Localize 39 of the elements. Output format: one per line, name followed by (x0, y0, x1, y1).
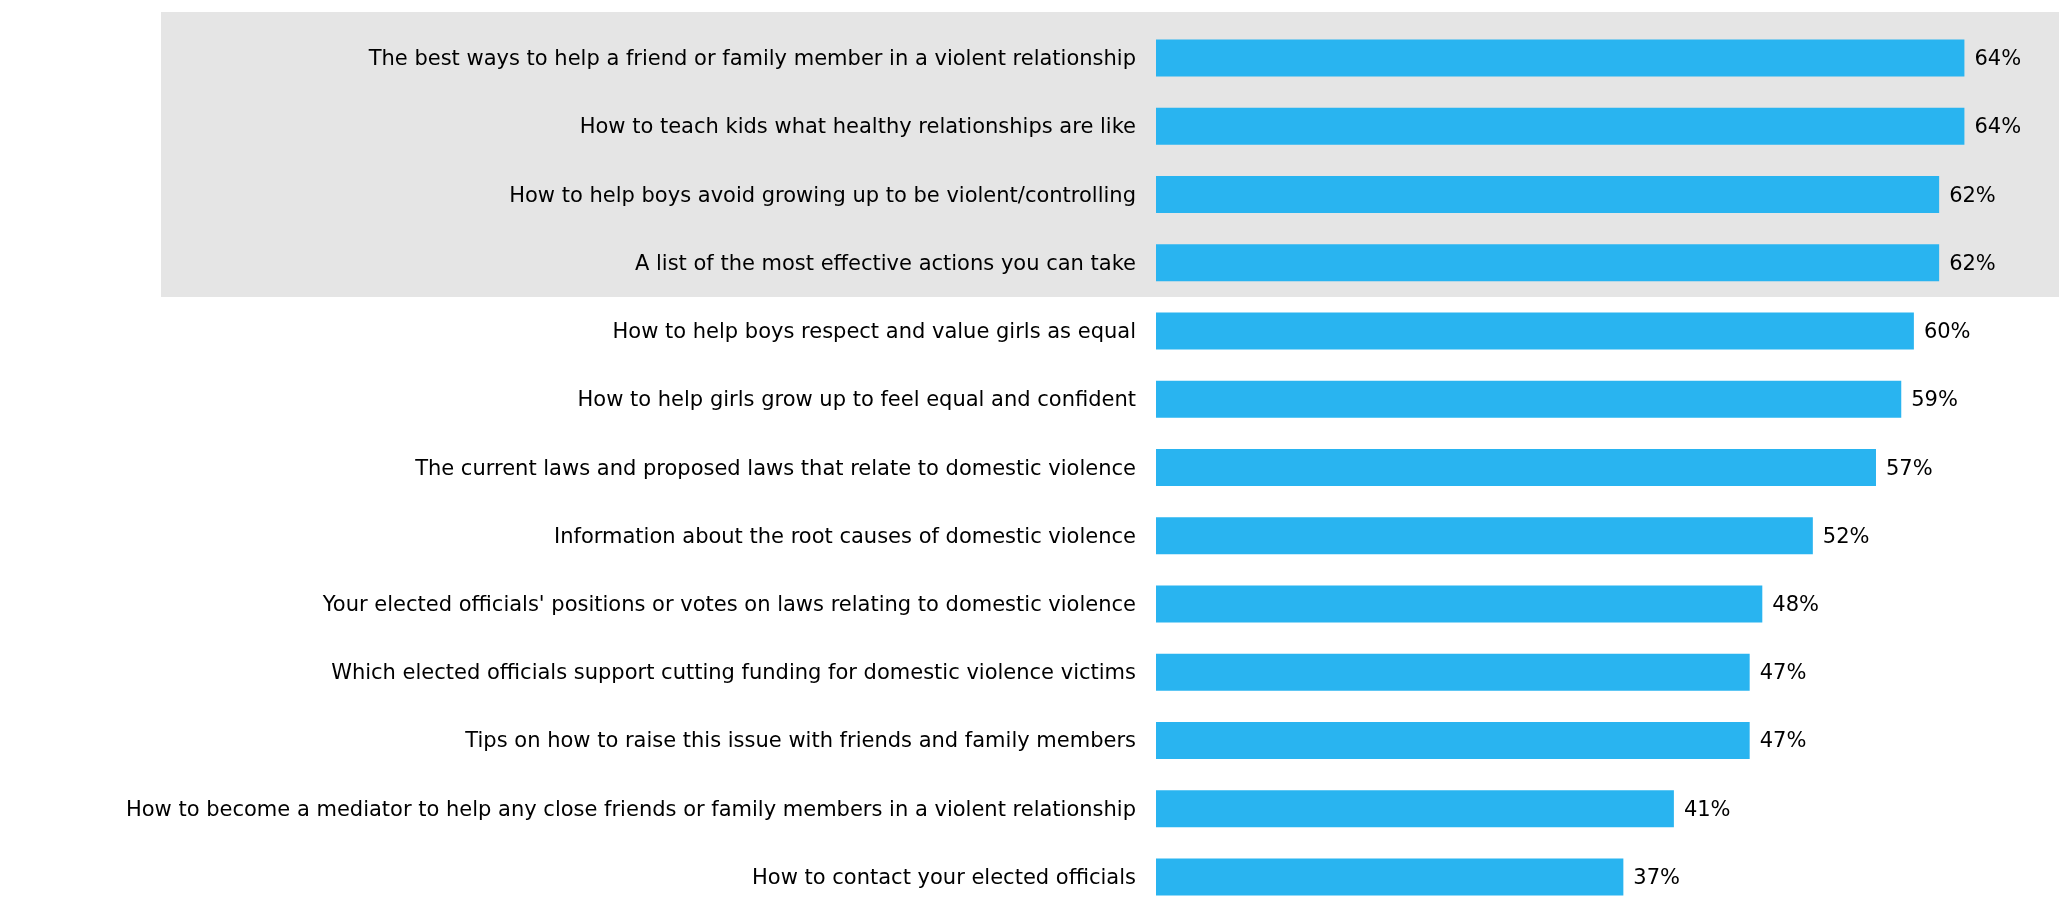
data-label: 62% (1949, 250, 1996, 275)
bar (1156, 653, 1750, 691)
y-tick-label: How to teach kids what healthy relationships are like (579, 114, 1136, 139)
y-tick-label: How to help girls grow up to feel equal and confident (577, 387, 1136, 412)
data-label: 47% (1759, 728, 1807, 753)
bar (1156, 107, 1965, 145)
y-tick-label: Tips on how to raise this issue with friends and family members (464, 728, 1136, 753)
bar (1156, 380, 1902, 418)
data-label: 41% (1683, 796, 1731, 821)
data-label: 37% (1633, 864, 1681, 889)
bar (1156, 585, 1763, 623)
bar (1156, 517, 1813, 555)
bar (1156, 790, 1674, 828)
bar (1156, 312, 1914, 350)
y-tick-label: Your elected officials' positions or votes on laws relating to domestic violence (321, 591, 1136, 616)
data-label: 64% (1974, 114, 2022, 139)
bar (1156, 721, 1750, 759)
y-tick-label: How to contact your elected officials (752, 864, 1136, 889)
bar (1156, 449, 1876, 486)
y-tick-label: Which elected officials support cutting funding for domestic violence victims (331, 660, 1136, 685)
bar (1156, 244, 1940, 282)
bar (1156, 176, 1940, 214)
data-label: 64% (1974, 46, 2022, 71)
y-tick-label: A list of the most effective actions you can take (634, 250, 1136, 275)
y-tick-label: The current laws and proposed laws that relate to domestic violence (414, 455, 1136, 480)
data-label: 62% (1949, 182, 1996, 207)
data-label: 52% (1822, 523, 1870, 548)
y-tick-label: The best ways to help a friend or family member in a violent relationship (367, 46, 1136, 71)
data-label: 47% (1759, 660, 1807, 685)
bar (1156, 858, 1624, 896)
y-tick-label: How to become a mediator to help any close friends or family members in a violent relationship (125, 796, 1136, 821)
data-label: 57% (1885, 455, 1933, 480)
y-tick-label: How to help boys respect and value girls as equal (612, 319, 1136, 344)
y-tick-label: Information about the root causes of domestic violence (554, 523, 1136, 548)
bar (1156, 39, 1965, 77)
data-label: 59% (1911, 387, 1958, 412)
data-label: 48% (1772, 591, 1819, 616)
data-label: 60% (1923, 319, 1971, 344)
y-tick-label: How to help boys avoid growing up to be violent/controlling (509, 182, 1136, 207)
